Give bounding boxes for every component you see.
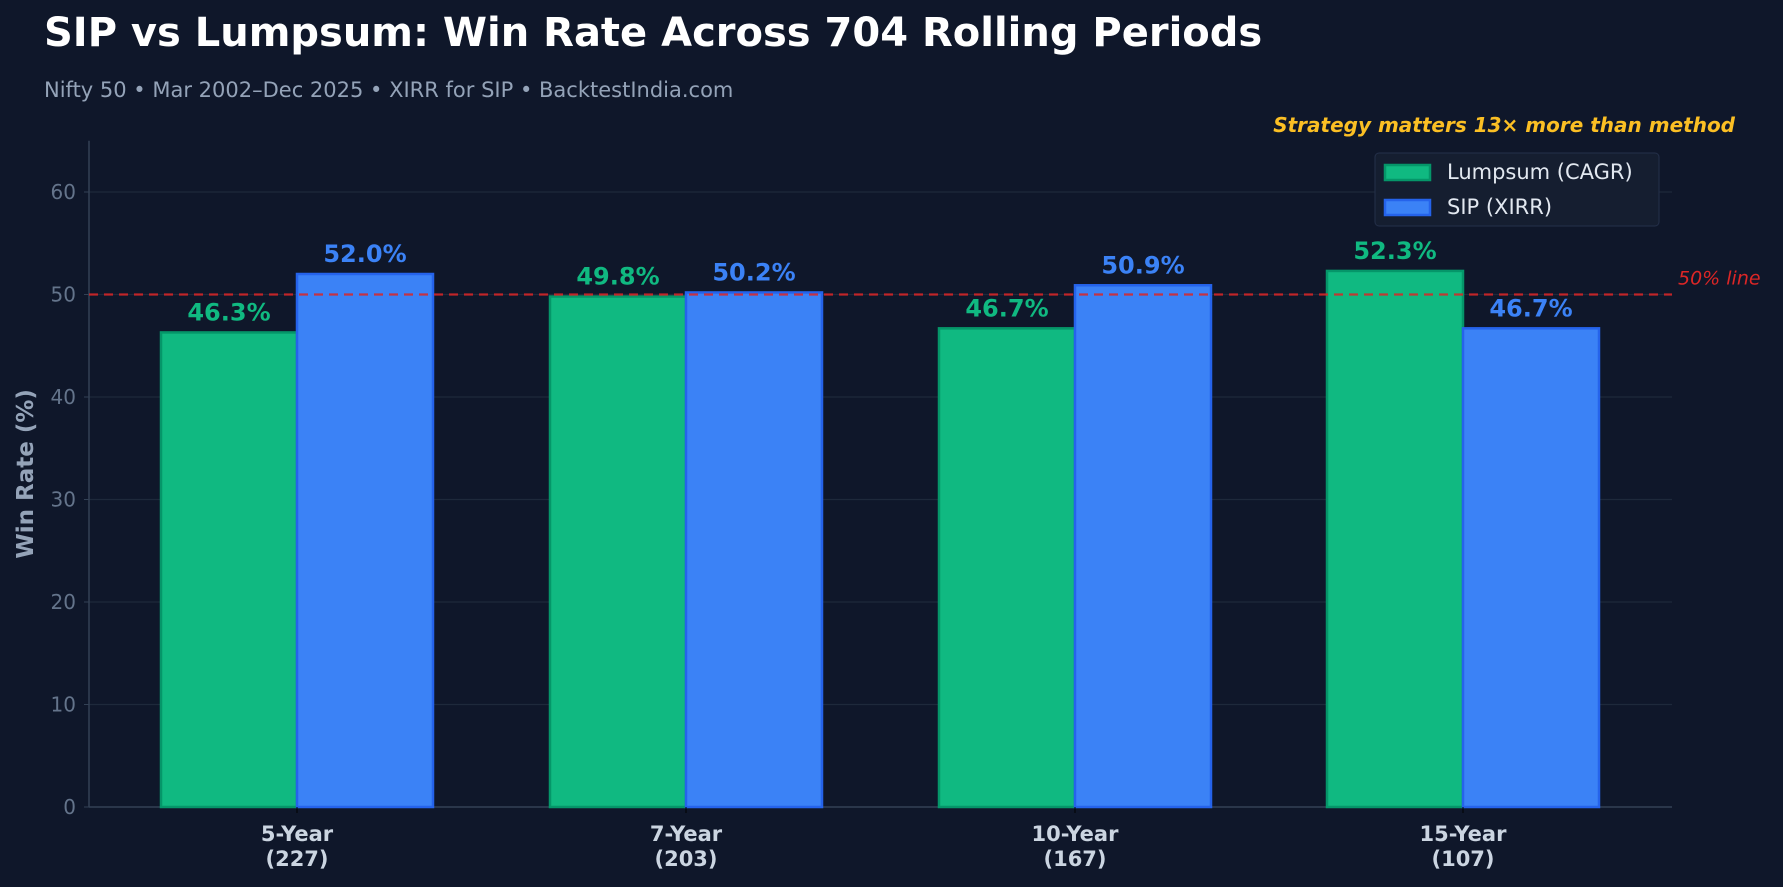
x-tick-label: (203) <box>654 847 717 871</box>
legend <box>1374 152 1660 227</box>
x-tick-label: (227) <box>265 847 328 871</box>
data-label: 46.7% <box>965 294 1048 322</box>
y-tick-label: 50 <box>51 283 76 307</box>
legend-label: SIP (XIRR) <box>1447 195 1552 219</box>
y-tick-label: 40 <box>51 385 76 409</box>
bar-lumpsum <box>937 327 1077 809</box>
bar-sip <box>684 291 824 809</box>
data-label: 49.8% <box>576 263 659 291</box>
x-tick-label: 15-Year <box>1420 822 1508 846</box>
annotation: Strategy matters 13× more than method <box>1273 113 1735 137</box>
bar-lumpsum <box>159 331 299 809</box>
legend-swatch <box>1383 163 1432 182</box>
x-tick-label: 5-Year <box>261 822 334 846</box>
bar-lumpsum <box>1325 269 1465 809</box>
bar-lumpsum <box>548 295 688 809</box>
legend-label: Lumpsum (CAGR) <box>1447 160 1633 184</box>
y-tick-label: 20 <box>51 590 76 614</box>
bar-sip <box>1461 327 1601 809</box>
data-label: 46.7% <box>1489 294 1572 322</box>
data-label: 50.9% <box>1101 251 1184 279</box>
data-label: 46.3% <box>187 298 270 326</box>
y-tick-label: 30 <box>51 488 76 512</box>
x-tick-label: (167) <box>1043 847 1106 871</box>
reference-line-label: 50% line <box>1678 268 1761 290</box>
chart-title: SIP vs Lumpsum: Win Rate Across 704 Roll… <box>44 10 1263 56</box>
y-tick-label: 10 <box>51 693 76 717</box>
data-label: 50.2% <box>712 258 795 286</box>
bar-sip <box>295 272 435 809</box>
x-tick-label: (107) <box>1431 847 1494 871</box>
data-label: 52.3% <box>1353 237 1436 265</box>
bar-sip <box>1073 284 1213 809</box>
x-tick-label: 7-Year <box>650 822 723 846</box>
y-axis-label: Win Rate (%) <box>13 389 39 559</box>
y-tick-label: 60 <box>51 180 76 204</box>
chart-subtitle: Nifty 50 • Mar 2002–Dec 2025 • XIRR for … <box>44 78 734 102</box>
legend-swatch <box>1383 198 1432 217</box>
x-tick-label: 10-Year <box>1032 822 1120 846</box>
data-label: 52.0% <box>323 240 406 268</box>
y-tick-label: 0 <box>63 795 76 819</box>
